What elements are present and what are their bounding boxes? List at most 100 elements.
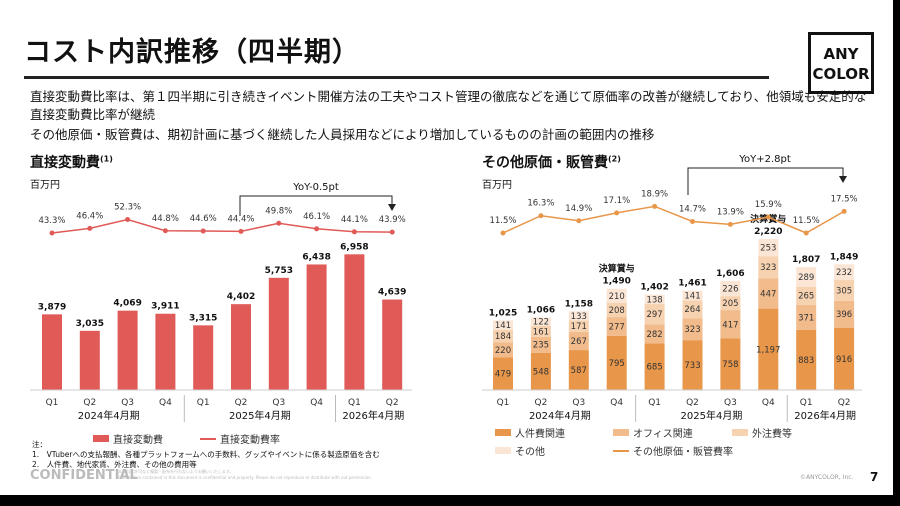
x-tick-label: Q4 xyxy=(310,398,323,408)
rate-point xyxy=(803,230,809,236)
stacked-bar-segment xyxy=(796,304,817,330)
bar xyxy=(155,313,176,390)
stacked-bar-segment xyxy=(834,300,855,328)
bar xyxy=(344,254,365,390)
bar xyxy=(79,330,100,390)
stacked-bar-segment xyxy=(682,300,703,319)
rate-point xyxy=(841,208,847,214)
segment-value-label: 141 xyxy=(495,321,511,331)
legend-label: その他 xyxy=(515,447,545,458)
yoy-bracket-line xyxy=(239,195,393,216)
bar-total-label: 1,849 xyxy=(830,252,858,262)
bar-total-label: 1,606 xyxy=(716,269,744,279)
rate-label: 17.5% xyxy=(831,194,858,204)
x-tick-label: Q4 xyxy=(762,398,775,408)
legend-office: オフィス関連 xyxy=(613,425,693,440)
bar-total-label: 1,461 xyxy=(678,279,706,289)
stacked-bar-segment xyxy=(720,338,741,390)
stacked-bar-segment xyxy=(682,318,703,341)
rate-point xyxy=(200,228,206,234)
x-tick-label: Q3 xyxy=(272,398,285,408)
rate-label: 18.9% xyxy=(641,189,668,199)
rate-point xyxy=(49,230,55,236)
note-2: 2. 人件費、地代家賃、外注費、その他の費用等 xyxy=(32,460,197,469)
legend-direct-cost: 直接変動費 xyxy=(93,431,163,446)
left-title-text: 直接変動費 xyxy=(30,155,100,171)
stacked-bar-segment xyxy=(606,288,627,303)
x-group-label: 2025年4月期 xyxy=(681,409,743,422)
segment-value-label: 235 xyxy=(533,341,549,351)
right-yoy-bracket: YoY+2.8pt xyxy=(687,154,847,195)
stacked-bar-segment xyxy=(720,280,741,297)
rate-point xyxy=(765,214,771,220)
rate-point xyxy=(125,217,131,222)
segment-value-label: 133 xyxy=(571,312,587,322)
rate-label: 11.5% xyxy=(793,216,820,226)
stacked-bar-segment xyxy=(606,302,627,318)
rate-label: 14.7% xyxy=(679,204,706,214)
legend-swatch xyxy=(495,447,511,454)
segment-value-label: 323 xyxy=(684,325,700,335)
rate-label: 44.6% xyxy=(190,214,217,224)
rate-point xyxy=(87,225,93,231)
segment-value-label: 396 xyxy=(836,310,852,320)
page-title: コスト内訳推移（四半期） xyxy=(24,37,360,68)
x-group-label: 2026年4月期 xyxy=(794,409,856,422)
stacked-bar-segment xyxy=(530,352,551,390)
segment-value-label: 916 xyxy=(836,355,852,365)
rate-point xyxy=(500,230,506,236)
x-tick-label: Q1 xyxy=(348,398,361,408)
rate-label: 16.3% xyxy=(527,199,554,209)
stacked-bar-segment xyxy=(644,304,665,325)
rate-label: 44.1% xyxy=(341,215,368,225)
note-1: 1. VTuberへの支払報酬、各種プラットフォームへの手数料、グッズやイベント… xyxy=(32,450,380,459)
rate-label: 43.3% xyxy=(38,216,65,226)
rate-label: 52.3% xyxy=(114,203,141,213)
bar xyxy=(193,325,214,390)
rate-label: 13.9% xyxy=(717,207,744,217)
segment-value-label: 795 xyxy=(609,359,625,369)
segment-value-label: 232 xyxy=(836,268,852,278)
stacked-bar-segment xyxy=(530,336,551,353)
x-tick-label: Q4 xyxy=(610,398,623,408)
annotation-label: 決算賞与 xyxy=(599,263,635,275)
rate-point xyxy=(690,218,695,224)
stacked-bar-segment xyxy=(606,317,627,336)
segment-value-label: 171 xyxy=(571,322,587,332)
x-tick-label: Q3 xyxy=(724,398,737,408)
segment-value-label: 883 xyxy=(798,356,814,366)
stacked-bar-segment xyxy=(644,343,665,390)
x-tick-label: Q2 xyxy=(83,398,96,408)
legend-outsourcing: 外注費等 xyxy=(732,425,792,440)
stacked-bar-segment xyxy=(530,325,551,337)
stacked-bar-segment xyxy=(834,264,855,281)
description-1: 直接変動費比率は、第１四半期に引き続きイベント開催方法の工夫やコスト管理の徹底な… xyxy=(30,89,867,122)
stacked-bar-segment xyxy=(758,239,779,257)
right-title-note: (2) xyxy=(608,154,621,164)
left-yoy-label: YoY-0.5pt xyxy=(292,182,339,193)
stacked-bar-segment xyxy=(834,280,855,301)
rate-point xyxy=(162,228,168,234)
rate-point xyxy=(389,229,395,235)
segment-value-label: 253 xyxy=(760,244,776,254)
rate-line xyxy=(51,218,393,234)
segment-value-label: 277 xyxy=(609,323,625,333)
disclaimer-en: Information contained in this document i… xyxy=(118,475,372,480)
segment-value-label: 685 xyxy=(646,363,662,373)
rate-point xyxy=(538,213,544,219)
rate-label: 49.8% xyxy=(265,206,292,216)
segment-value-label: 733 xyxy=(684,361,700,371)
bar-total-label: 1,402 xyxy=(640,283,668,293)
x-group-label: 2024年4月期 xyxy=(78,409,140,422)
notes: 注： 1. VTuberへの支払報酬、各種プラットフォームへの手数料、グッズやイ… xyxy=(32,440,380,470)
segment-value-label: 210 xyxy=(609,292,625,302)
x-tick-label: Q3 xyxy=(572,398,585,408)
segment-value-label: 323 xyxy=(760,263,776,273)
rate-point xyxy=(727,221,733,227)
left-chart-title: 直接変動費(1) xyxy=(30,152,113,172)
bar-value-label: 4,069 xyxy=(113,299,141,309)
right-title-text: その他原価・販管費 xyxy=(482,155,608,171)
legend-label: 直接変動費率 xyxy=(220,435,280,446)
bar-value-label: 6,958 xyxy=(340,242,368,252)
legend-other-rate: その他原価・販管費率 xyxy=(613,443,733,458)
